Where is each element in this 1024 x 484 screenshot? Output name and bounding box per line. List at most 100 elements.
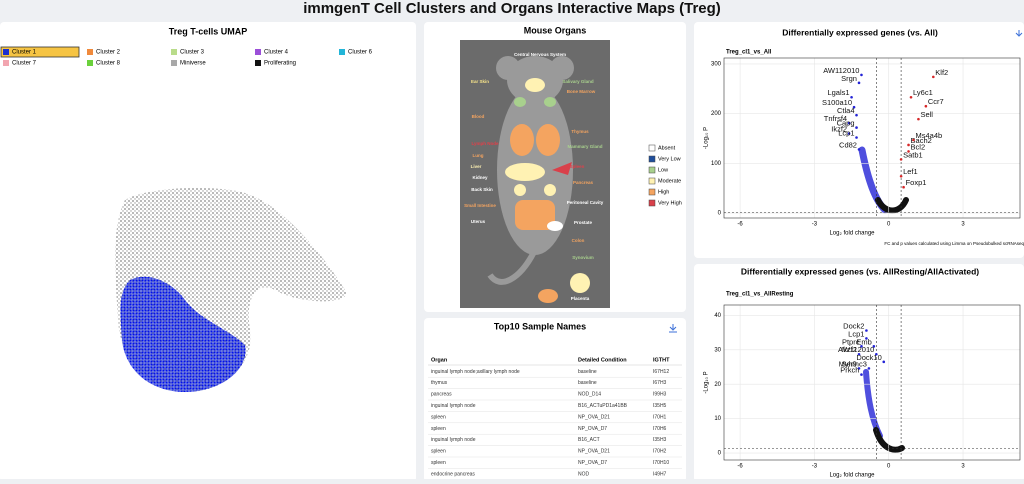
- legend-label: Cluster 1: [12, 50, 37, 56]
- gene-label: Lef1: [903, 167, 918, 176]
- gene-label: Sell: [920, 110, 933, 119]
- download-icon[interactable]: [1015, 30, 1023, 37]
- table-cell: NOD: [578, 471, 590, 477]
- organ-legend-label: High: [658, 189, 669, 195]
- legend-swatch: [339, 49, 345, 55]
- legend-swatch: [255, 49, 261, 55]
- gene-label: Lcp1: [838, 128, 854, 137]
- gene-point: [855, 126, 858, 129]
- y-tick-label: 300: [711, 62, 722, 68]
- organ-legend-label: Absent: [658, 145, 676, 151]
- legend-label: Cluster 8: [96, 61, 121, 67]
- gene-point: [867, 367, 871, 370]
- legend-label: Cluster 6: [348, 50, 373, 56]
- y-tick-label: 30: [714, 347, 721, 353]
- gene-label: Srgn: [841, 74, 857, 83]
- y-tick-label: 0: [718, 451, 722, 457]
- page-title: immgenT Cell Clusters and Organs Interac…: [303, 0, 721, 17]
- table-cell: spleen: [431, 460, 446, 466]
- y-axis-label: -Log₁₀ P: [704, 127, 710, 149]
- organ-label: Lung: [473, 153, 484, 158]
- table-cell: pancreas: [431, 392, 452, 398]
- table-header: IGTHT: [653, 357, 670, 363]
- gene-label: Ctla4: [837, 106, 855, 115]
- table-cell: NOD_D14: [578, 392, 601, 398]
- plot-frame: [723, 57, 1021, 219]
- organ-label: Synovium: [572, 255, 594, 260]
- organ-legend-label: Low: [658, 167, 668, 173]
- chart-subtitle: Treg_cl1_vs_AllResting: [726, 292, 794, 298]
- footnote: FC and p values calculated using Limma o…: [884, 241, 1024, 246]
- y-tick-label: 0: [718, 211, 722, 217]
- gene-point: [899, 174, 903, 178]
- gene-label: Ikzf2: [841, 345, 857, 354]
- organ-label: Thymus: [571, 129, 589, 134]
- table-cell: I35H3: [653, 437, 667, 443]
- legend-swatch: [171, 60, 177, 66]
- gene-point: [852, 105, 856, 109]
- volcano-card: [694, 22, 1024, 258]
- table-cell: inguinal lymph node;axillary lymph node: [431, 369, 520, 375]
- gene-label: Emb: [856, 337, 871, 346]
- table-cell: NP_OVA_D7: [578, 426, 607, 432]
- gene-label: AW112010: [823, 66, 859, 75]
- table-cell: B16_ACTuPD1a41BB: [578, 403, 628, 409]
- gene-label: Tnfrsf4: [824, 114, 847, 123]
- gene-label: Dock10: [856, 353, 881, 362]
- x-tick-label: 3: [961, 222, 965, 228]
- organ-legend-label: Very Low: [658, 156, 681, 162]
- gene-label: Cd82: [839, 140, 857, 149]
- organ-label: Lymph Node: [471, 141, 499, 146]
- table-cell: NP_OVA_D21: [578, 414, 610, 420]
- legend-swatch: [87, 49, 93, 55]
- organ-label: Uterus: [471, 219, 486, 224]
- y-axis-label: -Log₁₀ P: [704, 371, 710, 393]
- organ-label: Prostate: [574, 220, 593, 225]
- x-tick-label: 3: [961, 464, 965, 470]
- gene-point: [909, 95, 913, 99]
- organ-label: Mammary Gland: [567, 144, 602, 149]
- gene-point: [917, 117, 920, 121]
- gene-point: [857, 367, 861, 370]
- gene-point: [857, 148, 861, 151]
- organ-label: Liver: [471, 164, 482, 169]
- legend-swatch: [255, 60, 261, 66]
- organ-label: Salivary Gland: [562, 79, 594, 84]
- gene-point: [882, 360, 886, 364]
- table-card: [424, 318, 686, 482]
- gene-point: [847, 121, 851, 125]
- organ-label: Back Skin: [471, 187, 493, 192]
- gene-point: [860, 73, 863, 77]
- gene-point: [857, 81, 861, 85]
- y-tick-label: 40: [714, 313, 721, 319]
- table-cell: I70H1: [653, 414, 667, 420]
- table-cell: I35H5: [653, 403, 667, 409]
- gene-point: [875, 352, 878, 356]
- download-icon[interactable]: [669, 324, 677, 333]
- x-tick-label: -3: [812, 222, 818, 228]
- legend-label: Cluster 2: [96, 50, 121, 56]
- table-cell: NP_OVA_D7: [578, 460, 607, 466]
- table-cell: thymus: [431, 380, 448, 386]
- table-header: Detailed Condition: [578, 357, 627, 363]
- legend-label: Proliferating: [264, 61, 296, 67]
- gene-point: [850, 95, 853, 99]
- organ-label: Pancreas: [573, 180, 594, 185]
- table-cell: I67H12: [653, 369, 669, 375]
- organ-shapes: [505, 78, 590, 303]
- gene-point: [912, 138, 915, 142]
- gene-point: [932, 75, 935, 79]
- organ-label: Bone Marrow: [567, 89, 596, 94]
- legend-label: Miniverse: [180, 61, 206, 67]
- gene-label: Klf2: [935, 68, 948, 77]
- gene-point: [860, 373, 863, 376]
- gene-point: [872, 345, 876, 348]
- x-axis-label: Log₂ fold change: [829, 473, 875, 479]
- chart-title: Differentially expressed genes (vs. AllR…: [741, 266, 979, 276]
- gene-label: Capg: [837, 119, 855, 128]
- table-cell: NP_OVA_D21: [578, 449, 610, 455]
- organ-label: Blood: [472, 114, 485, 119]
- gene-label: Satb1: [903, 150, 923, 159]
- gene-point: [907, 143, 910, 147]
- legend-label: Cluster 3: [180, 50, 205, 56]
